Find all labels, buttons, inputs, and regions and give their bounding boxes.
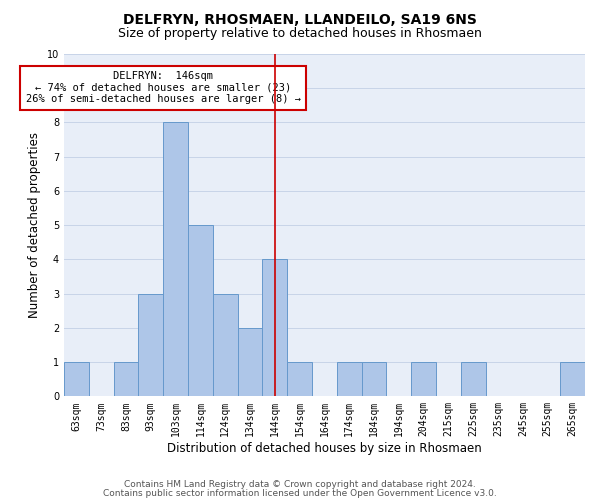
- Bar: [113, 362, 139, 396]
- Bar: [64, 362, 89, 396]
- Bar: [262, 260, 287, 396]
- Bar: [188, 225, 213, 396]
- Text: DELFRYN:  146sqm
← 74% of detached houses are smaller (23)
26% of semi-detached : DELFRYN: 146sqm ← 74% of detached houses…: [26, 71, 301, 104]
- Bar: [362, 362, 386, 396]
- Bar: [238, 328, 262, 396]
- Y-axis label: Number of detached properties: Number of detached properties: [28, 132, 41, 318]
- Bar: [213, 294, 238, 397]
- Bar: [461, 362, 486, 396]
- Text: Size of property relative to detached houses in Rhosmaen: Size of property relative to detached ho…: [118, 28, 482, 40]
- Text: DELFRYN, RHOSMAEN, LLANDEILO, SA19 6NS: DELFRYN, RHOSMAEN, LLANDEILO, SA19 6NS: [123, 12, 477, 26]
- X-axis label: Distribution of detached houses by size in Rhosmaen: Distribution of detached houses by size …: [167, 442, 482, 455]
- Bar: [337, 362, 362, 396]
- Bar: [163, 122, 188, 396]
- Bar: [560, 362, 585, 396]
- Bar: [287, 362, 312, 396]
- Bar: [412, 362, 436, 396]
- Text: Contains HM Land Registry data © Crown copyright and database right 2024.: Contains HM Land Registry data © Crown c…: [124, 480, 476, 489]
- Text: Contains public sector information licensed under the Open Government Licence v3: Contains public sector information licen…: [103, 488, 497, 498]
- Bar: [139, 294, 163, 397]
